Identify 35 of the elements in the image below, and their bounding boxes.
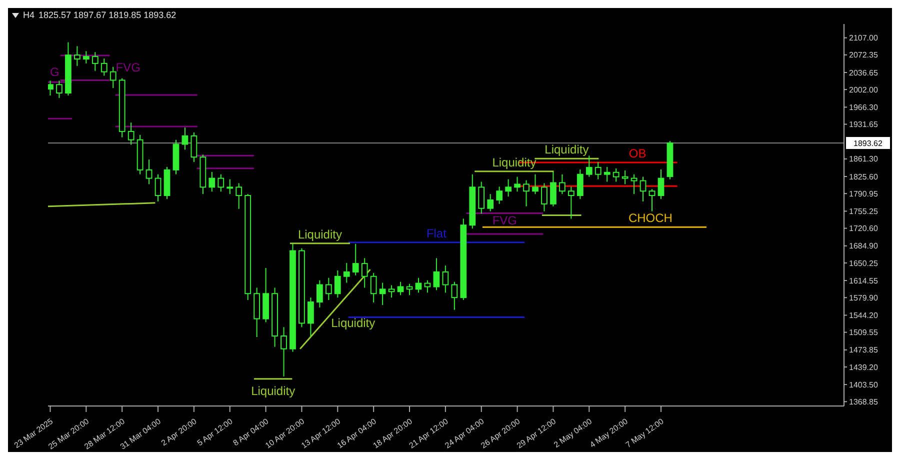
y-tick-label: 1650.25 [849,258,878,268]
y-tick-label: 2072.35 [849,50,878,60]
y-tick-label: 2036.65 [849,68,878,78]
series-label: Liquidity [544,142,589,157]
series-label: Flat [426,226,448,240]
series-label: G [50,65,60,80]
series-label: Liquidity [298,227,342,242]
y-tick-label: 1790.95 [849,189,878,198]
series-label: OB [628,146,646,161]
y-tick-label: 1861.30 [849,154,878,164]
series-label: FVG [492,213,517,228]
ref-line-label: 1893.62 [854,138,884,148]
series-label: Liquidity [331,316,376,330]
y-tick-label: 1931.65 [849,120,878,130]
series-label: Liquidity [251,384,296,398]
y-tick-label: 1473.85 [849,346,878,355]
y-tick-label: 1614.55 [849,276,878,286]
text: 1825.57 1897.67 1819.85 1893.62 [38,10,176,20]
series-label: FVG [116,60,140,75]
y-tick-label: 1368.85 [849,397,878,406]
y-tick-label: 1509.55 [849,328,878,338]
y-tick-label: 1439.20 [849,362,878,372]
y-tick-label: 1966.30 [849,102,878,112]
chart-title: H4 [23,10,35,20]
y-tick-label: 1403.50 [849,380,878,390]
series-label: CHOCH [628,211,672,226]
series-label: Liquidity [492,155,536,170]
y-tick-label: 1720.60 [849,224,878,234]
y-tick-label: 1825.60 [849,172,878,182]
y-tick-label: 1684.90 [849,242,878,251]
y-tick-label: 1544.20 [849,311,878,320]
y-tick-label: 2002.00 [849,85,878,94]
y-tick-label: 1579.90 [849,293,878,302]
y-tick-label: 1755.25 [849,207,878,216]
y-tick-label: 2107.00 [849,34,878,43]
